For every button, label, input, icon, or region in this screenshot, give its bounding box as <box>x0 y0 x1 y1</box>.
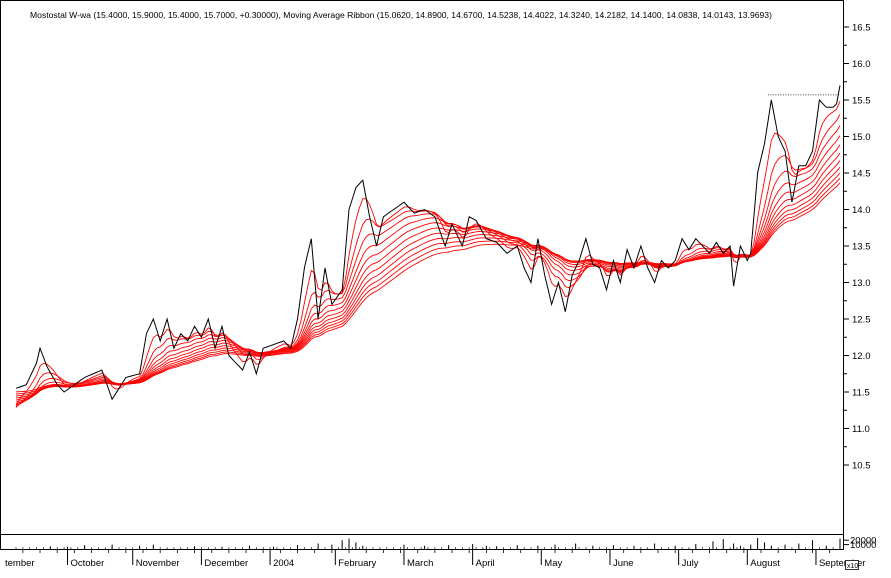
volume-bars <box>15 538 841 549</box>
volume-unit-badge <box>845 560 859 570</box>
x-tick-label-september: September <box>819 558 865 569</box>
ribbon-ma-45 <box>15 172 841 397</box>
y-tick-label-16.0: 16.0 <box>852 59 871 70</box>
volume-tick-label-20000: 20000 <box>850 536 876 547</box>
chart-title: Mostostal W-wa (15.4000, 15.9000, 15.400… <box>30 10 772 20</box>
x-tick-label-july: July <box>682 558 699 569</box>
y-tick-label-12.0: 12.0 <box>852 351 871 362</box>
ribbon-ma-15 <box>15 125 841 408</box>
y-tick-label-14.0: 14.0 <box>852 205 871 216</box>
x-tick-label-october: October <box>71 558 105 569</box>
y-tick-label-11.0: 11.0 <box>852 424 870 435</box>
plot-frame <box>0 0 844 550</box>
ribbon-ma-30 <box>15 152 841 403</box>
y-tick-label-10.5: 10.5 <box>852 461 871 472</box>
x-tick-label-june: June <box>613 558 634 569</box>
y-tick-label-11.5: 11.5 <box>852 388 870 399</box>
ribbon-lines <box>15 101 841 408</box>
ribbon-ma-10 <box>15 114 841 408</box>
ribbon-ma-55 <box>15 182 841 393</box>
x-tick-label-august: August <box>750 558 780 569</box>
volume-tick-label-10000: 10000 <box>850 540 876 551</box>
y-tick-label-15.5: 15.5 <box>852 96 871 107</box>
x-tick-label-march: March <box>407 558 433 569</box>
y-axis: 16.5 16.0 15.5 15.0 14.5 14.0 13.5 13.0 12.5 12.0… <box>844 23 871 472</box>
y-tick-label-13.0: 13.0 <box>852 278 871 289</box>
y-tick-label-14.5: 14.5 <box>852 169 871 180</box>
y-tick-label-12.5: 12.5 <box>852 315 871 326</box>
y-tick-label-13.5: 13.5 <box>852 242 871 253</box>
x-tick-label-may: May <box>544 558 562 569</box>
volume-unit-badge-label: x10 <box>847 563 858 570</box>
x-tick-label-november: November <box>136 558 180 569</box>
ribbon-ma-40 <box>15 166 841 399</box>
price-line <box>15 85 841 401</box>
y-tick-label-15.0: 15.0 <box>852 132 871 143</box>
x-tick-label-february: February <box>338 558 376 569</box>
ribbon-ma-20 <box>15 135 841 406</box>
price-series <box>15 85 841 401</box>
ribbon-ma-35 <box>15 160 841 401</box>
x-tick-label-april: April <box>476 558 495 569</box>
x-tick-label-2004: 2004 <box>273 558 294 569</box>
x-tick-label-december: December <box>204 558 248 569</box>
x-tick-label-tember: tember <box>5 558 35 569</box>
x-axis: tember October November December 2004 Februar… <box>5 549 865 569</box>
ribbon-ma-25 <box>15 144 841 405</box>
y-tick-label-16.5: 16.5 <box>852 23 871 34</box>
